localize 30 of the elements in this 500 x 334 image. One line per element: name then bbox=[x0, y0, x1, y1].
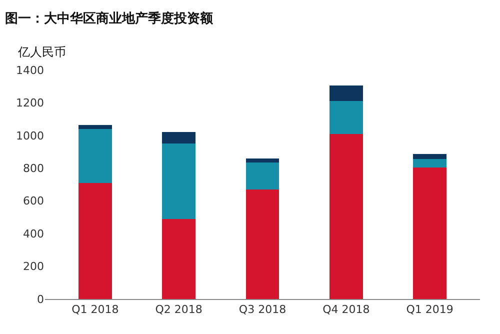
bar bbox=[413, 167, 447, 299]
bar bbox=[246, 162, 280, 190]
bar bbox=[329, 86, 363, 102]
x-tick-label: Q4 2018 bbox=[322, 303, 370, 316]
y-tick-label: 1000 bbox=[16, 129, 44, 142]
y-tick-label: 600 bbox=[23, 194, 44, 208]
x-tick-label: Q1 2018 bbox=[72, 303, 119, 316]
bar bbox=[162, 132, 196, 144]
chart-title: 图一：大中华区商业地产季度投资额 bbox=[5, 10, 214, 26]
y-tick-label: 400 bbox=[23, 227, 44, 240]
y-tick-label: 1200 bbox=[16, 96, 44, 110]
bar bbox=[413, 154, 447, 160]
bar bbox=[413, 159, 447, 168]
y-tick-label: 200 bbox=[23, 260, 44, 274]
bar bbox=[329, 134, 363, 299]
y-tick-label: 800 bbox=[23, 162, 44, 175]
y-tick-label: 1400 bbox=[16, 64, 44, 77]
bar bbox=[78, 124, 112, 129]
bar bbox=[162, 218, 196, 299]
bar bbox=[78, 128, 112, 183]
x-tick-label: Q2 2018 bbox=[155, 303, 202, 316]
bar bbox=[78, 182, 112, 299]
bar bbox=[162, 144, 196, 219]
bar bbox=[246, 158, 280, 162]
y-axis-title: 亿人民币 bbox=[17, 45, 66, 59]
bar bbox=[246, 189, 280, 299]
x-tick-label: Q3 2018 bbox=[238, 303, 286, 316]
bar bbox=[329, 101, 363, 134]
y-tick-label: 0 bbox=[37, 292, 44, 306]
x-tick-label: Q1 2019 bbox=[406, 303, 454, 316]
